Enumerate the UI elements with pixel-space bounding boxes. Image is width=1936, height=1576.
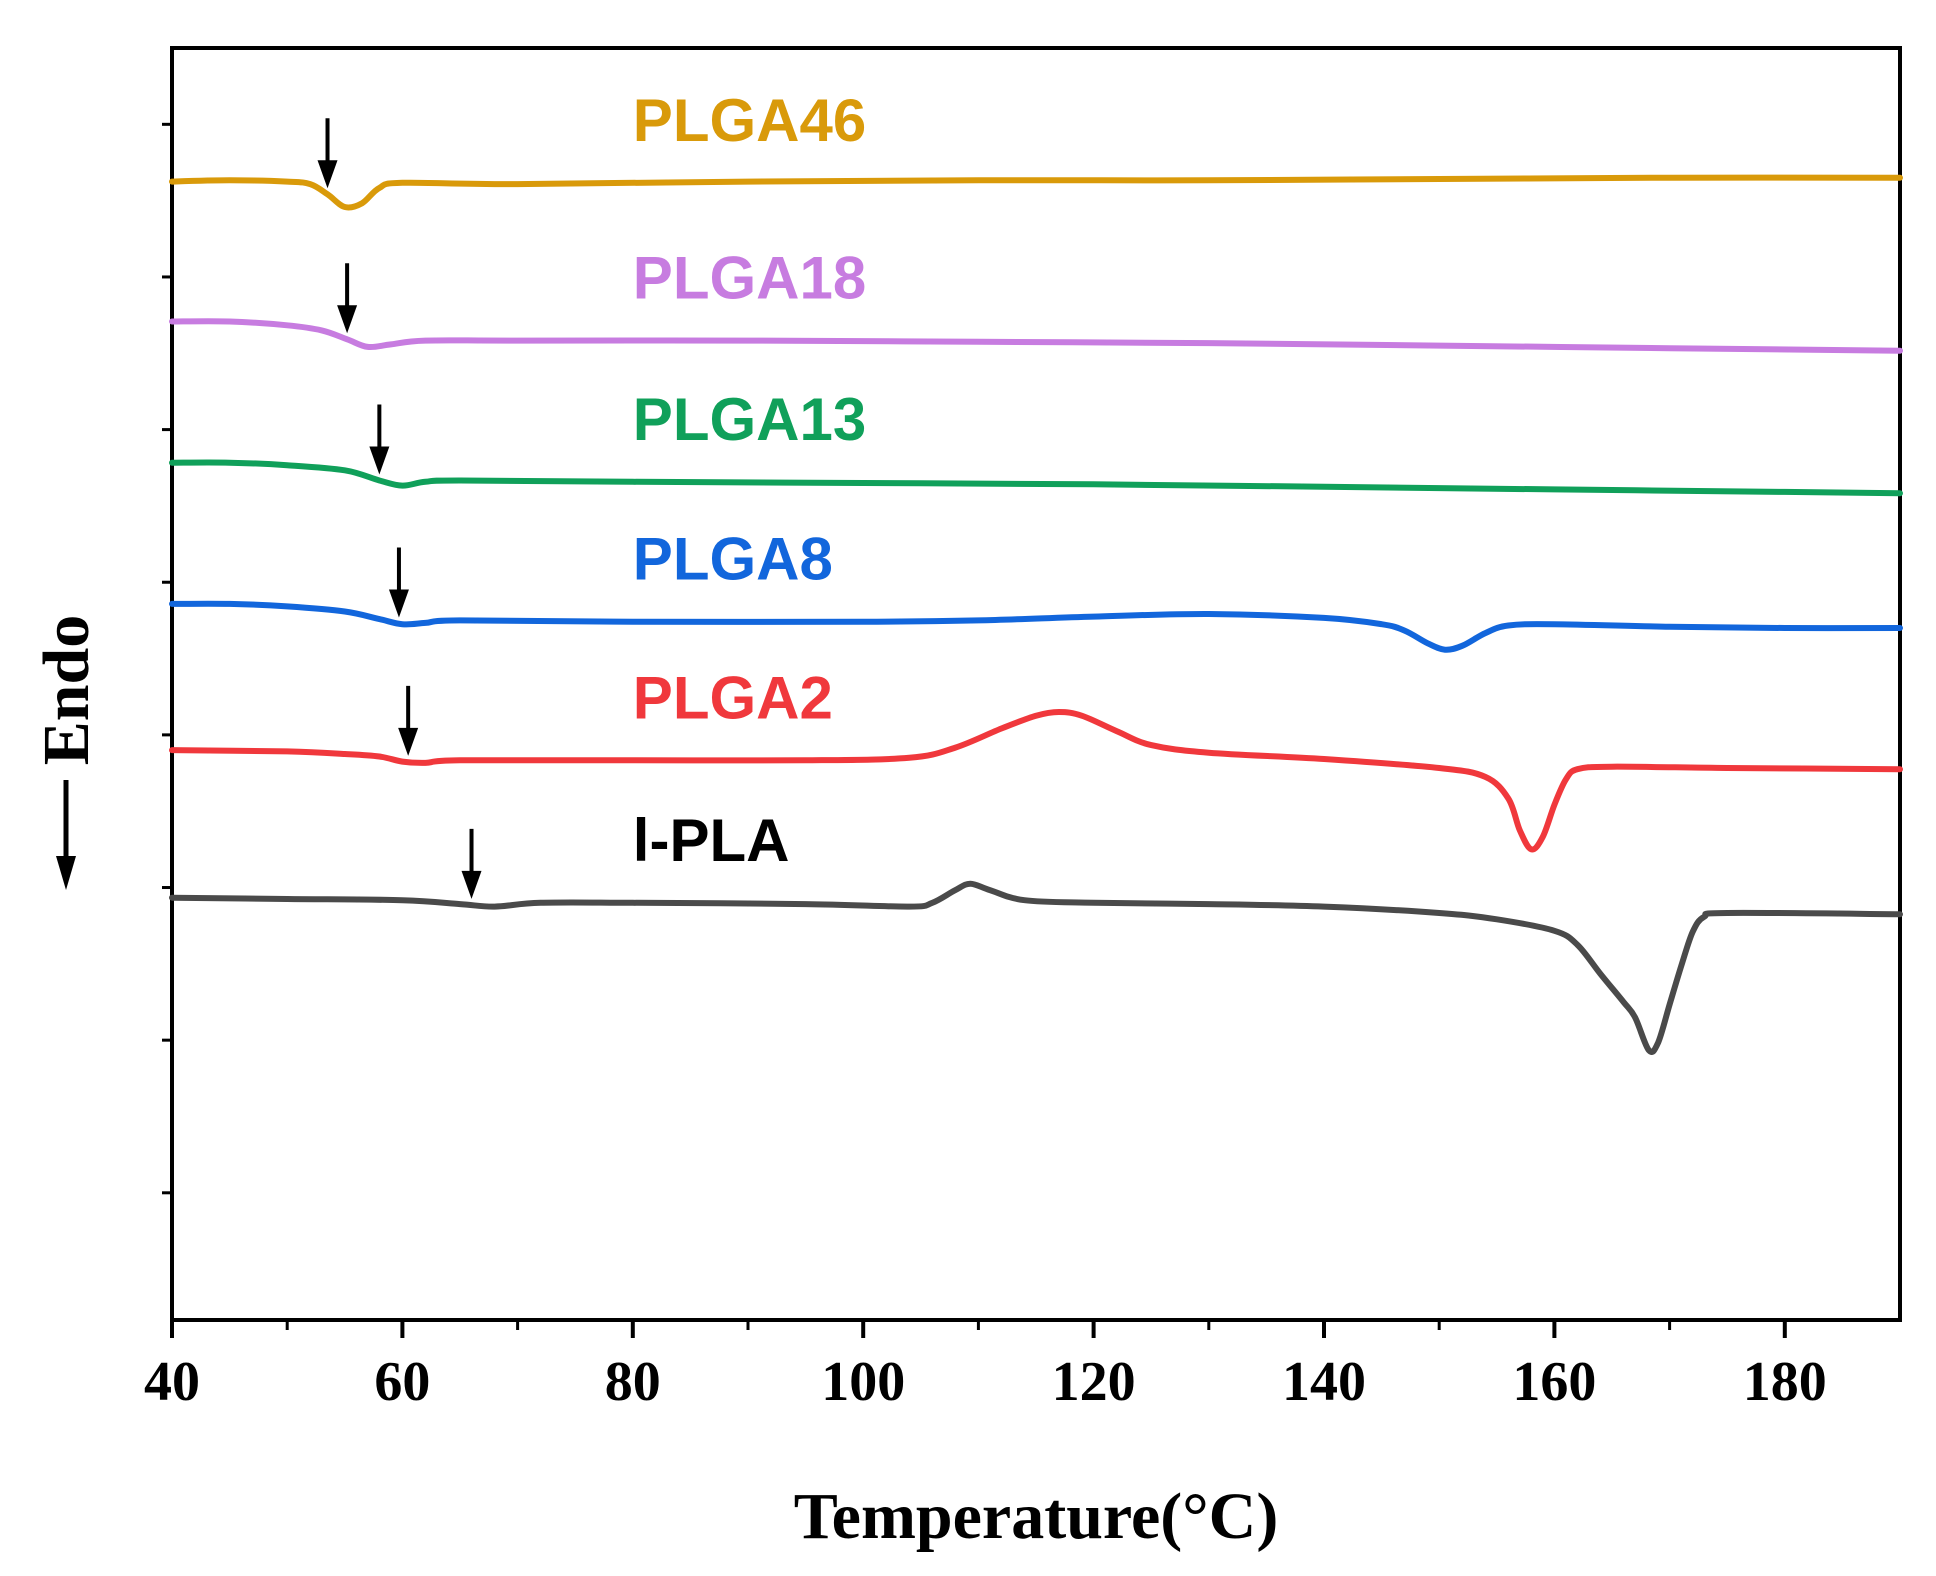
arrow-head-plga8	[388, 589, 409, 618]
x-tick-label-100: 100	[821, 1351, 905, 1413]
curve-plga18	[169, 318, 1903, 354]
x-tick-label-160: 160	[1512, 1351, 1596, 1413]
curve-plga8	[169, 600, 1903, 653]
arrow-head-plga46	[317, 160, 338, 189]
series-label-plga18: PLGA18	[633, 245, 866, 312]
plot-frame	[170, 46, 1902, 1322]
y-axis-title: Endo	[30, 615, 103, 765]
y-axis-title-group: Endo	[30, 615, 103, 890]
series-label-l-pla: l-PLA	[633, 807, 790, 874]
curve-plga46	[169, 174, 1903, 211]
series-label-plga8: PLGA8	[633, 526, 833, 593]
x-tick-label-180: 180	[1743, 1351, 1827, 1413]
arrow-head-plga18	[337, 305, 358, 334]
series-labels: PLGA46 PLGA18 PLGA13 PLGA8 PLGA2 l-PLA	[633, 87, 866, 874]
curve-l-pla	[169, 880, 1903, 1055]
arrow-head-plga13	[369, 446, 390, 475]
curve-plga2	[169, 709, 1903, 853]
x-tick-label-40: 40	[144, 1351, 200, 1413]
curve-plga13	[169, 459, 1903, 497]
x-axis-title: Temperature(°C)	[794, 1480, 1279, 1553]
x-tick-label-80: 80	[605, 1351, 661, 1413]
series-label-plga46: PLGA46	[633, 87, 866, 154]
arrow-head-l-pla	[461, 870, 482, 899]
arrow-head-plga2	[398, 727, 419, 756]
series-label-plga13: PLGA13	[633, 386, 866, 453]
x-tick-label-140: 140	[1282, 1351, 1366, 1413]
transition-arrows	[317, 118, 482, 899]
y-axis-arrow-head	[56, 856, 76, 890]
series-label-plga2: PLGA2	[633, 664, 833, 731]
x-axis-ticks: 40 60 80 100 120 140 160 180	[144, 122, 1827, 1413]
x-tick-label-120: 120	[1052, 1351, 1136, 1413]
curves	[169, 174, 1903, 1055]
x-tick-label-60: 60	[374, 1351, 430, 1413]
